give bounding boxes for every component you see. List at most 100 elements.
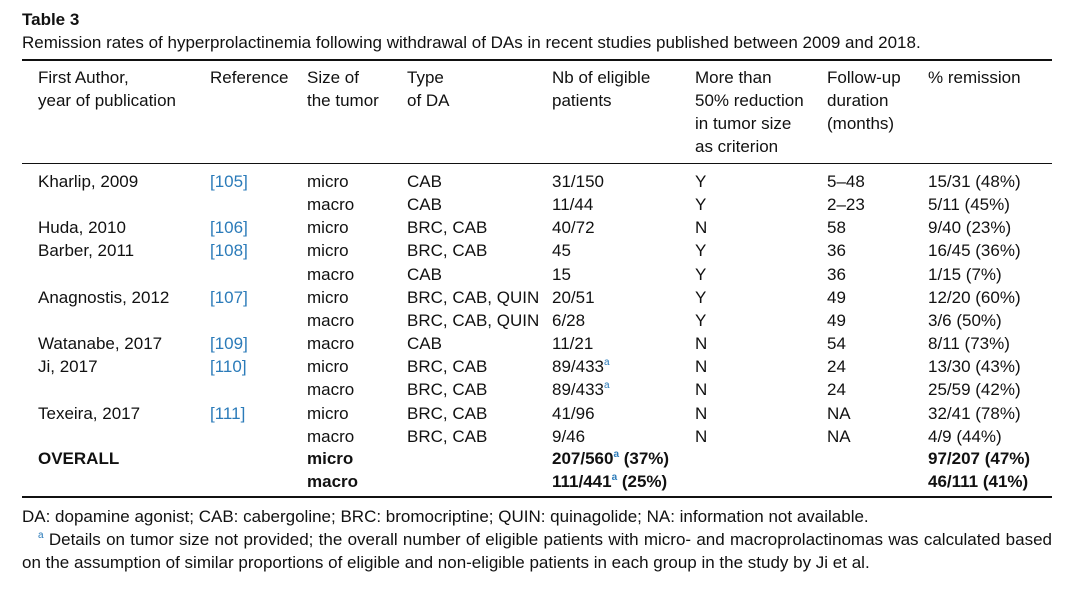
cell: Y — [695, 287, 707, 307]
cell: 36 — [827, 264, 846, 284]
header-cell: patients — [552, 91, 612, 110]
header-cell: the tumor — [307, 91, 379, 110]
footnote-text: Details on tumor size not provided; the … — [22, 530, 1052, 572]
reference-link: [107] — [210, 287, 248, 307]
header-cell: in tumor size — [695, 114, 792, 133]
cell-value: 207/560 — [552, 448, 614, 468]
cell: Y — [695, 310, 707, 330]
cell: BRC, CAB — [407, 426, 488, 446]
cell-value: (37%) — [619, 448, 670, 468]
cell: CAB — [407, 334, 442, 354]
cell-value: 111/441 — [552, 471, 612, 491]
cell: CAB — [407, 264, 442, 284]
reference-link: [108] — [210, 241, 248, 261]
cell: 54 — [827, 334, 846, 354]
cell: Y — [695, 195, 707, 215]
cell: BRC, CAB — [407, 380, 488, 400]
cell: 9/40 (23%) — [928, 218, 1012, 238]
header-cell: More than — [695, 68, 772, 87]
cell: Barber, 2011 — [38, 241, 135, 261]
cell: macro — [307, 334, 355, 354]
cell: 20/51 — [552, 287, 595, 307]
cell: Y — [695, 264, 707, 284]
cell: 6/28 — [552, 310, 586, 330]
cell: 15/31 (48%) — [928, 172, 1021, 191]
cell: micro — [307, 287, 349, 307]
header-cell: (months) — [827, 114, 895, 133]
cell: 9/46 — [552, 426, 586, 446]
cell: 25/59 (42%) — [928, 380, 1021, 400]
cell: 32/41 (78%) — [928, 403, 1021, 423]
note-marker: a — [604, 357, 610, 369]
cell: BRC, CAB, QUIN — [407, 310, 540, 330]
cell: Watanabe, 2017 — [38, 334, 163, 354]
abbreviations: DA: dopamine agonist; CAB: cabergoline; … — [22, 507, 869, 526]
cell: N — [695, 218, 708, 238]
cell: 16/45 (36%) — [928, 241, 1021, 261]
cell: NA — [827, 403, 851, 423]
cell: 46/111 (41%) — [928, 471, 1029, 491]
cell: N — [695, 334, 708, 354]
cell: 11/21 — [552, 334, 594, 354]
cell: 5–48 — [827, 172, 865, 191]
cell: 36 — [827, 241, 846, 261]
cell: BRC, CAB, QUIN — [407, 287, 540, 307]
cell: micro — [307, 448, 354, 468]
cell: 2–23 — [827, 195, 865, 215]
header-cell: duration — [827, 91, 889, 110]
cell: OVERALL — [38, 448, 120, 468]
cell: macro — [307, 310, 355, 330]
cell: 97/207 (47%) — [928, 448, 1031, 468]
header-rule — [22, 163, 1052, 164]
cell: 12/20 (60%) — [928, 287, 1021, 307]
cell: 49 — [827, 287, 846, 307]
cell: BRC, CAB — [407, 218, 488, 238]
cell: 4/9 (44%) — [928, 426, 1002, 446]
bottom-rule — [22, 496, 1052, 498]
cell: 11/44 — [552, 195, 594, 215]
cell-value: 89/433 — [552, 357, 604, 377]
cell: macro — [307, 426, 355, 446]
table-label: Table 3 — [22, 10, 80, 29]
footnote-marker: a — [38, 530, 44, 541]
header-cell: 50% reduction — [695, 91, 804, 110]
cell: 13/30 (43%) — [928, 357, 1021, 377]
cell: macro — [307, 264, 355, 284]
cell: CAB — [407, 172, 442, 191]
cell: micro — [307, 218, 349, 238]
header-cell: Follow-up — [827, 68, 901, 87]
cell: Texeira, 2017 — [38, 403, 141, 423]
cell: N — [695, 403, 708, 423]
cell: 89/433a — [552, 355, 610, 378]
cell: 24 — [827, 357, 846, 377]
cell: 1/15 (7%) — [928, 264, 1002, 284]
cell: 49 — [827, 310, 846, 330]
cell: micro — [307, 241, 349, 261]
cell: CAB — [407, 195, 442, 215]
header-cell: as criterion — [695, 137, 779, 156]
cell: micro — [307, 357, 349, 377]
note-marker: a — [613, 448, 620, 460]
cell: Ji, 2017 — [38, 357, 98, 377]
cell: 24 — [827, 380, 846, 400]
cell: BRC, CAB — [407, 241, 488, 261]
cell-value: 89/433 — [552, 380, 604, 400]
cell: Huda, 2010 — [38, 218, 126, 238]
cell: Y — [695, 172, 707, 191]
reference-link: [110] — [210, 357, 247, 377]
header-cell: % remission — [928, 68, 1021, 87]
header-cell: Type — [407, 68, 444, 87]
cell: 8/11 (73%) — [928, 334, 1010, 354]
note-marker: a — [611, 471, 618, 483]
note-marker: a — [604, 380, 610, 392]
cell: macro — [307, 195, 355, 215]
reference-link: [106] — [210, 218, 248, 238]
header-cell: of DA — [407, 91, 450, 110]
header-cell: Nb of eligible — [552, 68, 651, 87]
cell: 3/6 (50%) — [928, 310, 1002, 330]
cell: 31/150 — [552, 172, 604, 191]
cell: 40/72 — [552, 218, 595, 238]
cell: N — [695, 380, 708, 400]
table-caption: Remission rates of hyperprolactinemia fo… — [22, 33, 921, 52]
cell: macro — [307, 471, 359, 491]
